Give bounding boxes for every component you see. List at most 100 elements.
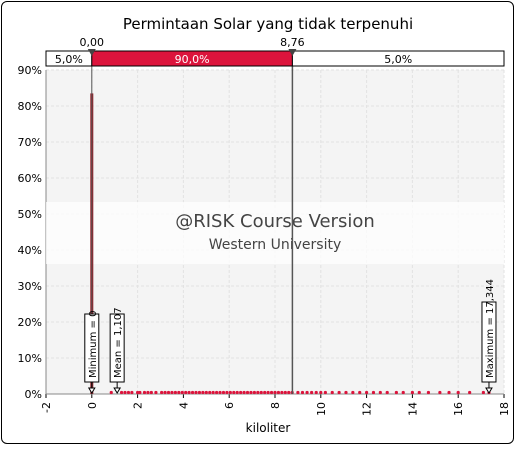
- data-point: [221, 390, 226, 395]
- data-point: [468, 390, 472, 395]
- data-point: [184, 390, 188, 395]
- data-point: [123, 390, 127, 395]
- data-point: [249, 390, 253, 395]
- data-point: [283, 390, 287, 395]
- data-point: [208, 390, 212, 395]
- data-point: [378, 390, 382, 395]
- y-tick-label: 90%: [18, 64, 42, 77]
- delimiter-band-label: 5,0%: [384, 53, 412, 66]
- x-tick-label: 4: [177, 402, 190, 409]
- data-point: [481, 390, 485, 395]
- data-point: [351, 390, 355, 395]
- data-point: [154, 390, 158, 395]
- data-point: [305, 390, 309, 395]
- x-tick-label: 0: [86, 402, 99, 409]
- x-tick-label: 18: [498, 402, 511, 416]
- data-point: [273, 390, 277, 395]
- data-point: [160, 390, 164, 395]
- data-point: [337, 390, 341, 395]
- data-point: [197, 390, 202, 395]
- data-point: [201, 390, 205, 395]
- data-point: [245, 390, 250, 395]
- data-point: [259, 390, 263, 395]
- chart-title: Permintaan Solar yang tidak terpenuhi: [123, 15, 413, 33]
- watermark-line1: @RISK Course Version: [175, 211, 375, 232]
- data-point: [371, 390, 376, 395]
- data-point: [149, 390, 153, 395]
- left-delimiter-handle: [87, 49, 96, 56]
- marker-label: Minimum = 0: [88, 311, 99, 378]
- data-point: [280, 390, 284, 395]
- y-tick-label: 50%: [18, 208, 42, 221]
- data-point: [173, 390, 177, 395]
- data-point: [456, 390, 460, 395]
- data-point: [170, 390, 174, 395]
- data-point: [136, 390, 140, 395]
- left-delimiter-value: 0,00: [80, 36, 105, 49]
- data-point: [256, 390, 260, 395]
- data-point: [215, 390, 219, 395]
- watermark-line2: Western University: [209, 237, 342, 253]
- data-point: [385, 390, 389, 395]
- marker-arrow: [113, 387, 122, 394]
- x-axis-label: kiloliter: [246, 421, 291, 435]
- data-point: [276, 390, 281, 395]
- marker-label: Mean = 1,107: [113, 307, 124, 378]
- data-point: [296, 390, 300, 395]
- marker-label: Maximum = 17,344: [485, 279, 496, 378]
- y-tick-label: 70%: [18, 136, 42, 149]
- marker-arrow: [87, 387, 96, 394]
- y-tick-label: 20%: [18, 316, 42, 329]
- data-point: [330, 390, 334, 395]
- data-point: [300, 390, 305, 395]
- data-point: [180, 390, 184, 395]
- data-point: [138, 390, 142, 395]
- data-point: [310, 390, 314, 395]
- data-point: [417, 390, 421, 395]
- data-point: [239, 390, 243, 395]
- data-point: [142, 390, 147, 395]
- data-point: [319, 390, 323, 395]
- x-tick-label: 8: [269, 402, 282, 409]
- data-point: [394, 390, 398, 395]
- watermark-band: [46, 202, 504, 264]
- data-point: [263, 390, 267, 395]
- data-point: [119, 390, 124, 395]
- delimiter-band-label: 90,0%: [175, 53, 210, 66]
- y-tick-label: 60%: [18, 172, 42, 185]
- data-point: [225, 390, 229, 395]
- data-point: [438, 390, 442, 395]
- data-point: [187, 390, 191, 395]
- data-point: [426, 390, 431, 395]
- x-tick-label: 6: [223, 402, 236, 409]
- data-point: [218, 390, 222, 395]
- data-point: [211, 390, 215, 395]
- data-point: [146, 390, 150, 395]
- data-point: [252, 390, 256, 395]
- data-point: [166, 390, 171, 395]
- right-delimiter-handle: [288, 49, 297, 56]
- data-point: [410, 390, 414, 395]
- data-point: [109, 390, 113, 395]
- data-point: [287, 390, 291, 395]
- delimiter-band-label: 5,0%: [55, 53, 83, 66]
- data-point: [228, 390, 232, 395]
- x-tick-label: 10: [315, 402, 328, 416]
- data-point: [177, 390, 181, 395]
- data-point: [126, 390, 131, 395]
- data-point: [365, 390, 369, 395]
- x-tick-label: -2: [40, 402, 53, 413]
- data-point: [269, 390, 274, 395]
- data-point: [235, 390, 239, 395]
- data-point: [401, 390, 405, 395]
- data-point: [344, 390, 348, 395]
- chart: Permintaan Solar yang tidak terpenuhi 0%…: [18, 15, 511, 435]
- y-tick-label: 0%: [25, 388, 42, 401]
- data-point: [130, 390, 134, 395]
- data-point: [232, 390, 236, 395]
- right-delimiter-value: 8,76: [280, 36, 305, 49]
- data-point: [242, 390, 246, 395]
- data-point: [358, 390, 362, 395]
- data-point: [314, 390, 318, 395]
- marker-arrow: [485, 387, 493, 394]
